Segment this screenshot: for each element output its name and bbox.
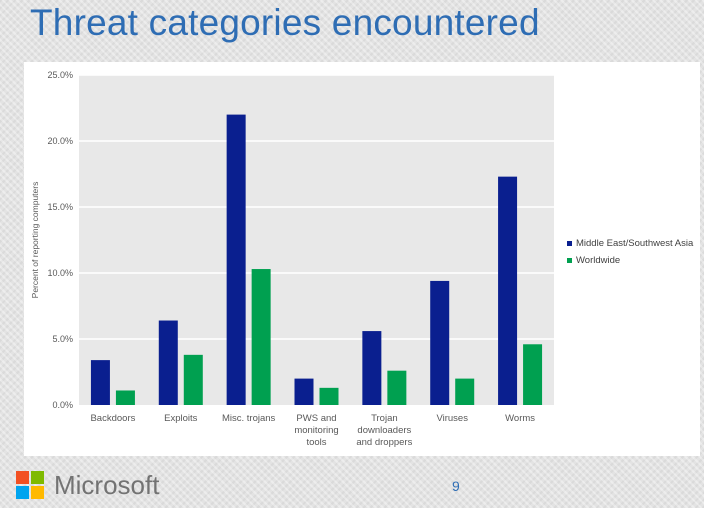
microsoft-logo-icon xyxy=(16,471,45,500)
legend-label: Worldwide xyxy=(576,255,620,266)
legend-swatch xyxy=(567,241,572,246)
y-tick-label: 5.0% xyxy=(52,334,73,344)
microsoft-logo: Microsoft xyxy=(16,470,159,501)
y-axis-label: Percent of reporting computers xyxy=(30,182,40,299)
x-tick-label: monitoring xyxy=(294,425,338,436)
y-tick-label: 0.0% xyxy=(52,400,73,410)
slide-title: Threat categories encountered xyxy=(30,2,540,43)
bar-chart: 0.0% 5.0% 10.0% 15.0% 20.0% 25.0% Percent of r… xyxy=(30,70,694,448)
x-tick-label: Trojan xyxy=(371,413,398,424)
x-tick-label: Viruses xyxy=(436,413,468,424)
y-tick-label: 10.0% xyxy=(47,268,73,278)
bar-worldwide xyxy=(115,390,135,405)
bar-worldwide xyxy=(251,269,271,405)
chart-panel: 0.0% 5.0% 10.0% 15.0% 20.0% 25.0% Percent of r… xyxy=(24,62,700,456)
y-tick-label: 15.0% xyxy=(47,202,73,212)
bar-middle-east xyxy=(362,331,382,405)
bar-middle-east xyxy=(226,114,246,405)
x-tick-label: Exploits xyxy=(164,413,198,424)
bar-middle-east xyxy=(498,176,518,405)
bar-middle-east xyxy=(430,280,450,405)
plot-area xyxy=(79,75,554,405)
bar-worldwide xyxy=(455,378,475,405)
x-tick-label: Backdoors xyxy=(90,413,135,424)
x-tick-label: Worms xyxy=(505,413,535,424)
bar-worldwide xyxy=(387,370,407,405)
bar-middle-east xyxy=(90,360,110,405)
bar-middle-east xyxy=(294,378,314,405)
x-tick-label: and droppers xyxy=(356,437,412,448)
bar-middle-east xyxy=(158,320,178,405)
x-tick-label: Misc. trojans xyxy=(222,413,276,424)
x-tick-label: downloaders xyxy=(357,425,411,436)
bar-worldwide xyxy=(319,387,339,405)
brand-name: Microsoft xyxy=(54,470,160,500)
y-tick-label: 20.0% xyxy=(47,136,73,146)
bar-worldwide xyxy=(523,344,543,405)
page-number: 9 xyxy=(452,478,460,494)
y-tick-label: 25.0% xyxy=(47,70,73,80)
bar-worldwide xyxy=(183,354,203,405)
legend-label: Middle East/Southwest Asia xyxy=(576,238,694,249)
legend-swatch xyxy=(567,258,572,263)
x-tick-label: tools xyxy=(306,437,326,448)
x-tick-label: PWS and xyxy=(296,413,336,424)
